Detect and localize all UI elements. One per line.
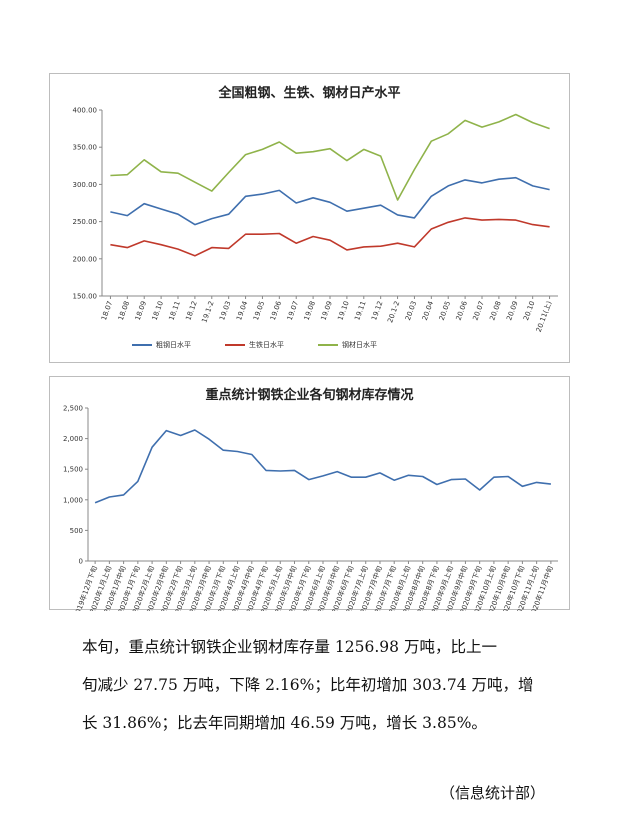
paragraph-line: 本旬，重点统计钢铁企业钢材库存量 1256.98 万吨，比上一 — [82, 638, 497, 656]
y-tick-label: 300.00 — [73, 181, 98, 189]
x-tick-label: 20.08 — [488, 300, 502, 322]
daily-output-chart: 全国粗钢、生铁、钢材日产水平 150.00 200.00 250.00 300.00 3… — [49, 73, 570, 363]
x-tick-label: 20.03 — [404, 300, 418, 322]
signature: （信息统计部） — [440, 784, 546, 802]
legend-swatch — [225, 344, 245, 346]
x-tick-label: 20.05 — [438, 300, 452, 322]
legend-label: 粗钢日水平 — [156, 341, 191, 349]
y-tick-label: 2,500 — [63, 405, 83, 413]
x-tick-label: 19.05 — [252, 300, 266, 322]
chart-legend: 粗钢日水平 生铁日水平 钢材日水平 — [132, 340, 377, 350]
x-tick-label: 20.1-2 — [386, 300, 401, 324]
y-tick-label: 500 — [70, 527, 83, 535]
daily-output-plot: 150.00 200.00 250.00 300.00 350.00 400.00 18.0… — [73, 107, 558, 333]
x-tick-label: 19.12 — [370, 300, 384, 322]
chart-title: 重点统计钢铁企业各旬钢材库存情况 — [205, 388, 414, 403]
x-tick-label: 19.10 — [336, 300, 350, 322]
x-tick-label: 19.08 — [303, 300, 317, 322]
legend-swatch — [318, 344, 338, 346]
x-tick-label: 20.10 — [522, 300, 536, 322]
x-tick-label: 19.04 — [235, 299, 250, 321]
x-tick-label: 18.09 — [134, 300, 148, 322]
x-tick-label: 19.03 — [218, 300, 232, 322]
legend-label: 钢材日水平 — [342, 341, 377, 349]
legend-label: 生铁日水平 — [249, 341, 284, 349]
y-tick-label: 250.00 — [73, 218, 98, 226]
x-tick-label: 19.1-2 — [200, 300, 215, 324]
y-tick-label: 200.00 — [73, 255, 98, 263]
paragraph-line: 长 31.86%；比去年同期增加 46.59 万吨，增长 3.85%。 — [82, 714, 487, 732]
x-tick-label: 18.08 — [117, 300, 131, 322]
y-tick-label: 1,500 — [63, 466, 83, 474]
series-line-1 — [110, 217, 550, 257]
legend-item-steel-products: 钢材日水平 — [318, 340, 377, 350]
x-tick-label: 18.11 — [168, 300, 182, 322]
series-line-2 — [110, 113, 550, 201]
x-tick-label: 19.06 — [269, 299, 284, 321]
x-tick-label: 19.07 — [286, 300, 300, 322]
series-line-0 — [94, 429, 551, 504]
x-tick-label: 18.10 — [151, 300, 165, 322]
x-tick-label: 19.09 — [320, 300, 334, 322]
series-line-0 — [110, 176, 550, 226]
y-tick-label: 150.00 — [73, 293, 98, 301]
paragraph-line: 旬减少 27.75 万吨，下降 2.16%；比年初增加 303.74 万吨，增 — [82, 676, 534, 694]
inventory-plot: 05001,0001,5002,0002,5002019年12月下旬2020年1… — [63, 405, 558, 611]
x-tick-label: 18.12 — [184, 300, 198, 322]
x-tick-label: 20.07 — [472, 300, 486, 322]
x-tick-label: 20.04 — [421, 299, 436, 321]
y-tick-label: 350.00 — [73, 144, 98, 152]
inventory-chart: 重点统计钢铁企业各旬钢材库存情况 0 500 1,000 1,500 2,000 2,50… — [49, 376, 570, 611]
legend-item-crude-steel: 粗钢日水平 — [132, 340, 191, 350]
x-tick-label: 18.07 — [100, 300, 114, 322]
chart-title: 全国粗钢、生铁、钢材日产水平 — [218, 86, 401, 101]
y-tick-label: 400.00 — [73, 107, 98, 115]
y-tick-label: 1,000 — [63, 496, 83, 504]
y-tick-label: 0 — [79, 558, 83, 566]
x-tick-label: 20.06 — [455, 299, 470, 321]
legend-swatch — [132, 344, 152, 346]
y-tick-label: 2,000 — [63, 435, 83, 443]
x-tick-label: 20.09 — [505, 300, 519, 322]
x-tick-label: 20.11(上) — [534, 299, 554, 333]
legend-item-pig-iron: 生铁日水平 — [225, 340, 284, 350]
x-tick-label: 19.11 — [353, 300, 367, 322]
